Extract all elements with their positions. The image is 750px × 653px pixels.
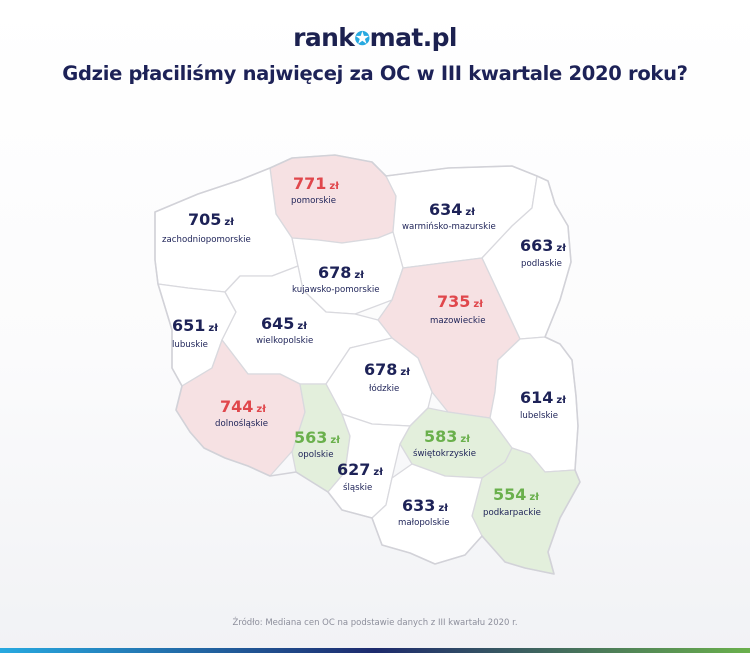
- label-opolskie: 563 zł opolskie: [294, 428, 340, 460]
- source-note: Źródło: Mediana cen OC na podstawie dany…: [232, 618, 518, 628]
- label-pomorskie: 771 zł pomorskie: [291, 174, 339, 206]
- label-slaskie: 627 zł śląskie: [337, 460, 383, 493]
- label-wielkopolskie: 645 zł wielkopolskie: [256, 314, 313, 346]
- bottom-gradient-bar: [0, 648, 750, 653]
- logo-text-start: rank: [293, 23, 355, 52]
- page-title: Gdzie płaciliśmy najwięcej za OC w III k…: [62, 62, 688, 85]
- value-pomorskie: 771 zł: [293, 174, 339, 193]
- label-swietokrzyskie: 583 zł świętokrzyskie: [413, 427, 476, 459]
- label-podkarpackie: 554 zł podkarpackie: [483, 485, 541, 518]
- value-malopolskie: 633 zł: [402, 496, 448, 515]
- label-mazowieckie: 735 zł mazowieckie: [430, 292, 486, 326]
- name-podkarpackie: podkarpackie: [483, 508, 541, 518]
- name-swietokrzyskie: świętokrzyskie: [413, 448, 476, 459]
- label-kujawsko-pomorskie: 678 zł kujawsko-pomorskie: [292, 263, 380, 295]
- label-malopolskie: 633 zł małopolskie: [398, 496, 450, 528]
- label-lubelskie: 614 zł lubelskie: [520, 388, 566, 421]
- name-slaskie: śląskie: [343, 482, 372, 493]
- value-lodzkie: 678 zł: [364, 360, 410, 379]
- value-dolnoslaskie: 744 zł: [220, 397, 266, 416]
- label-warminsko-mazurskie: 634 zł warmińsko-mazurskie: [402, 200, 496, 232]
- name-lodzkie: łódzkie: [369, 383, 399, 394]
- name-wielkopolskie: wielkopolskie: [256, 336, 313, 346]
- name-warminsko-mazurskie: warmińsko-mazurskie: [402, 222, 496, 232]
- name-kujawsko-pomorskie: kujawsko-pomorskie: [292, 285, 380, 295]
- name-opolskie: opolskie: [298, 450, 334, 460]
- name-podlaskie: podlaskie: [521, 259, 562, 269]
- country-border: [154, 154, 581, 575]
- value-opolskie: 563 zł: [294, 428, 340, 447]
- value-mazowieckie: 735 zł: [437, 292, 483, 311]
- label-dolnoslaskie: 744 zł dolnośląskie: [215, 397, 268, 429]
- value-wielkopolskie: 645 zł: [261, 314, 307, 333]
- name-mazowieckie: mazowieckie: [430, 316, 486, 326]
- value-kujawsko-pomorskie: 678 zł: [318, 263, 364, 282]
- label-lodzkie: 678 zł łódzkie: [364, 360, 410, 394]
- brand-logo[interactable]: rank✪mat.pl: [0, 23, 750, 52]
- value-lubuskie: 651 zł: [172, 316, 218, 335]
- value-swietokrzyskie: 583 zł: [424, 427, 470, 446]
- value-podkarpackie: 554 zł: [493, 485, 539, 504]
- name-lubelskie: lubelskie: [520, 411, 558, 421]
- value-zachodniopomorskie: 705 zł: [188, 210, 234, 229]
- name-malopolskie: małopolskie: [398, 518, 450, 528]
- label-lubuskie: 651 zł lubuskie: [172, 316, 218, 350]
- value-lubelskie: 614 zł: [520, 388, 566, 407]
- logo-star-icon: ✪: [354, 28, 370, 50]
- label-zachodniopomorskie: 705 zł zachodniopomorskie: [162, 210, 251, 245]
- name-zachodniopomorskie: zachodniopomorskie: [162, 235, 251, 245]
- value-slaskie: 627 zł: [337, 460, 383, 479]
- name-dolnoslaskie: dolnośląskie: [215, 418, 268, 429]
- value-podlaskie: 663 zł: [520, 236, 566, 255]
- name-pomorskie: pomorskie: [291, 196, 336, 206]
- name-lubuskie: lubuskie: [172, 340, 208, 350]
- label-podlaskie: 663 zł podlaskie: [520, 236, 566, 269]
- logo-text-end: mat.pl: [369, 23, 458, 52]
- value-warminsko-mazurskie: 634 zł: [429, 200, 475, 219]
